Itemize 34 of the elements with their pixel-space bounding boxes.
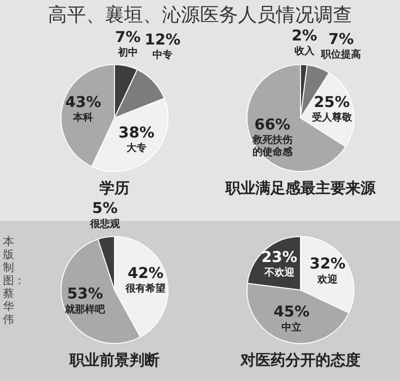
text: 职业前景判断 — [68, 350, 160, 370]
slice-label: 收入 — [294, 45, 316, 58]
slice-label: 大专 — [125, 142, 146, 154]
text: 对医药分开的态度 — [239, 350, 362, 370]
slice-label: 本科 — [72, 112, 94, 124]
data-label: 43% — [65, 92, 102, 111]
slice-label: 职位提高 — [320, 48, 362, 61]
slice-label: 欢迎 — [316, 273, 339, 286]
slice-label: 不欢迎 — [263, 266, 296, 279]
slice-label: 很悲观 — [88, 218, 121, 230]
slice-label: 救死扶伤的使命感 — [251, 134, 294, 158]
text: 高平、襄垣、沁源医务人员情况调查 — [47, 3, 353, 28]
data-label: 5% — [92, 199, 118, 218]
data-label: 53% — [67, 284, 103, 303]
data-label: 45% — [274, 302, 310, 321]
slice-label: 很有希望 — [124, 282, 166, 295]
slice-label: 中专 — [152, 49, 173, 62]
slice-label: 就那样吧 — [64, 303, 106, 316]
data-label: 25% — [314, 92, 350, 111]
data-label: 42% — [128, 264, 164, 282]
text: 本版制图：蔡华伟 — [3, 235, 25, 326]
slice-label: 中立 — [282, 321, 302, 334]
data-label: 7% — [115, 28, 141, 46]
slice-label: 初中 — [116, 46, 138, 59]
data-label: 38% — [118, 123, 154, 142]
data-label: 12% — [144, 30, 181, 48]
slice-label: 受人尊敬 — [310, 112, 353, 124]
data-label: 32% — [310, 254, 346, 273]
data-label: 2% — [292, 26, 318, 44]
data-label: 66% — [254, 115, 290, 134]
text: 学历 — [98, 178, 130, 198]
data-label: 7% — [328, 30, 354, 48]
data-label: 23% — [261, 248, 298, 266]
text: 职业满足感最主要来源 — [224, 178, 377, 198]
